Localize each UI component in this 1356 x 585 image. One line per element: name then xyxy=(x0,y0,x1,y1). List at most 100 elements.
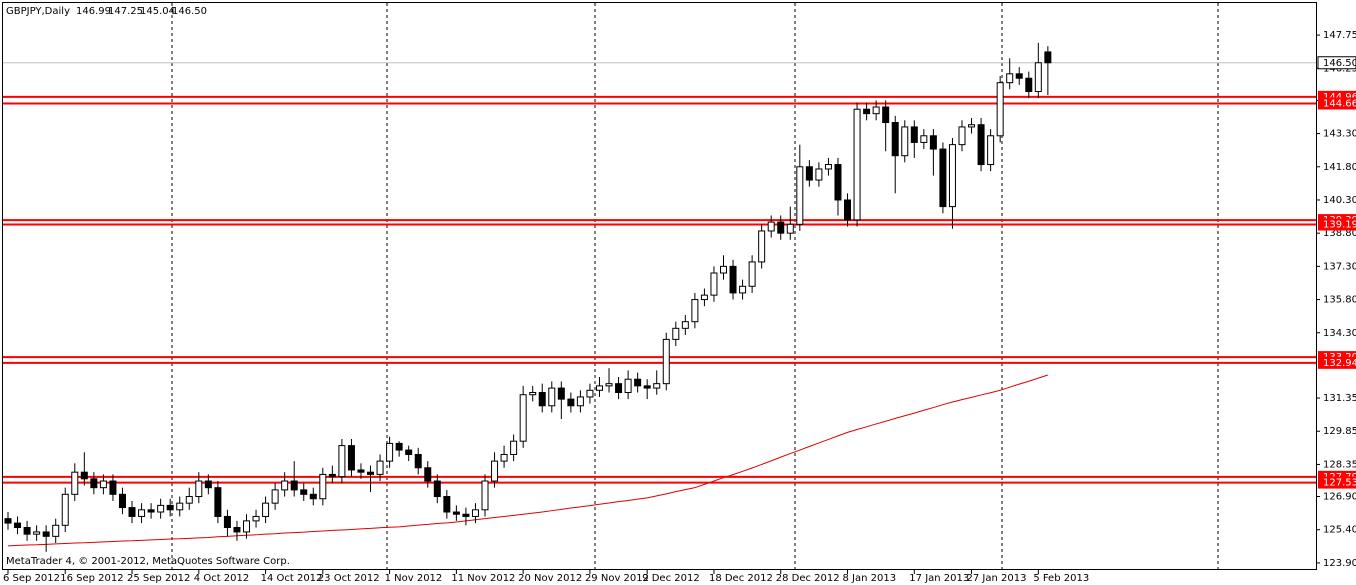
candle-body xyxy=(815,168,823,181)
candle-body xyxy=(1044,51,1052,64)
candle-body xyxy=(863,108,871,115)
y-tick-label: 143.30 xyxy=(1323,129,1356,140)
candle-body xyxy=(414,453,422,469)
candle-body xyxy=(223,515,231,529)
candle-body xyxy=(328,473,336,478)
candle-body xyxy=(195,480,203,498)
candle-body xyxy=(824,164,832,170)
level-label: 144.66 xyxy=(1323,98,1356,109)
candle-body xyxy=(71,471,79,495)
candle-body xyxy=(748,261,756,287)
x-tick-label: 16 Sep 2012 xyxy=(60,573,123,584)
level-label: 127.53 xyxy=(1323,478,1356,489)
candle-body xyxy=(138,509,146,517)
candle-body xyxy=(290,480,298,491)
candle-body xyxy=(118,493,126,509)
x-tick-label: 27 Jan 2013 xyxy=(967,573,1027,584)
footer: MetaTrader 4, © 2001-2012, MetaQuotes So… xyxy=(6,556,290,567)
candle-body xyxy=(309,493,317,500)
candle-body xyxy=(147,509,155,513)
candle-body xyxy=(538,392,546,407)
candle-body xyxy=(23,527,31,535)
candle-body xyxy=(128,507,136,517)
candle-body xyxy=(786,223,794,234)
candle-body xyxy=(567,398,575,407)
level-label: 144.96 xyxy=(1323,92,1356,103)
level-label-box xyxy=(1318,97,1356,110)
candle-body xyxy=(452,511,460,515)
candle-body xyxy=(176,502,184,511)
x-tick-label: 5 Feb 2013 xyxy=(1033,573,1089,584)
candle-body xyxy=(739,285,747,294)
candle-body xyxy=(300,489,308,495)
candle-body xyxy=(777,221,785,234)
candle-body xyxy=(405,449,413,455)
candle-body xyxy=(510,440,518,455)
candle-body xyxy=(319,473,327,500)
header-ohlc: 146.50 xyxy=(172,6,207,17)
candle-body xyxy=(347,445,355,471)
candle-body xyxy=(691,299,699,323)
level-label-box xyxy=(1318,356,1356,369)
candle-body xyxy=(481,480,489,511)
candle-body xyxy=(557,387,565,400)
candle-body xyxy=(529,392,537,396)
candle-body xyxy=(1034,62,1042,93)
candle-body xyxy=(433,480,441,498)
candle-body xyxy=(4,518,12,524)
candle-body xyxy=(281,480,289,491)
candle-body xyxy=(910,126,918,143)
x-tick-label: 20 Nov 2012 xyxy=(518,573,582,584)
y-tick-label: 128.35 xyxy=(1323,459,1356,470)
candle-body xyxy=(443,496,451,513)
x-tick-label: 4 Oct 2012 xyxy=(194,573,249,584)
y-tick-label: 125.40 xyxy=(1323,525,1356,536)
level-label: 139.19 xyxy=(1323,220,1356,231)
candle-body xyxy=(891,122,899,157)
level-label-box xyxy=(1318,218,1356,231)
candle-body xyxy=(586,389,594,398)
y-tick-label: 138.80 xyxy=(1323,228,1356,239)
x-tick-label: 17 Jan 2013 xyxy=(909,573,969,584)
candle-body xyxy=(338,445,346,478)
x-tick-label: 11 Nov 2012 xyxy=(451,573,515,584)
candle-body xyxy=(90,478,98,489)
y-tick-label: 141.80 xyxy=(1323,162,1356,173)
candle-body xyxy=(882,106,890,124)
candle-body xyxy=(595,385,603,391)
candle-body xyxy=(853,108,861,221)
period-separators xyxy=(171,3,1219,569)
candle-body xyxy=(109,480,117,495)
candle-body xyxy=(548,387,556,407)
x-tick-label: 14 Oct 2012 xyxy=(261,573,323,584)
candle-body xyxy=(462,513,470,517)
candle-body xyxy=(185,496,193,504)
candle-body xyxy=(271,489,279,504)
header-ohlc: 145.04 xyxy=(140,6,175,17)
candle-body xyxy=(901,126,909,157)
header-ohlc: 146.99 xyxy=(76,6,111,17)
y-tick-label: 126.90 xyxy=(1323,492,1356,503)
candle-body xyxy=(42,531,50,537)
candle-body xyxy=(252,515,260,522)
candle-body xyxy=(61,493,69,526)
candle-body xyxy=(948,144,956,208)
candle-body xyxy=(968,124,976,128)
candle-body xyxy=(834,164,842,201)
candle-body xyxy=(214,487,222,517)
candle-body xyxy=(872,106,880,115)
candle-body xyxy=(1025,77,1033,93)
x-tick-label: 29 Nov 2012 xyxy=(585,573,649,584)
candle-body xyxy=(204,480,212,489)
candle-body xyxy=(33,531,41,535)
candle-body xyxy=(471,509,479,517)
y-tick-label: 129.85 xyxy=(1323,426,1356,437)
candle-body xyxy=(395,442,403,451)
candle-body xyxy=(796,166,804,225)
candle-body xyxy=(243,520,250,533)
candle-body xyxy=(376,460,384,475)
candle-body xyxy=(1006,73,1014,84)
candle-body xyxy=(500,453,508,462)
candle-body xyxy=(99,480,107,489)
